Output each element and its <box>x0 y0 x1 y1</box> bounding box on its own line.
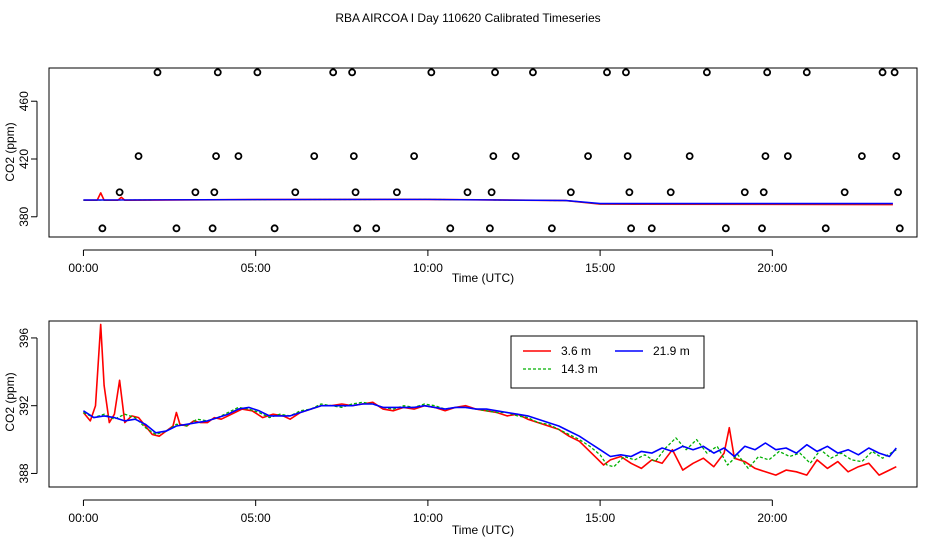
top-calibration-point <box>890 68 899 77</box>
bottom-y-tick-label: 388 <box>17 463 31 483</box>
top-calibration-point <box>802 68 811 77</box>
top-calibration-point <box>210 188 219 197</box>
top-calibration-point <box>529 68 537 77</box>
top-calibration-point <box>647 224 656 233</box>
top-x-tick-label: 20:00 <box>757 261 787 275</box>
top-calibration-point <box>349 152 358 161</box>
bottom-plot-area: 00:00 05:00 10:00 15:00 20:00 388 392 396 <box>17 320 918 525</box>
top-calibration-point <box>351 188 360 197</box>
bottom-x-tick-label: 05:00 <box>241 511 271 525</box>
top-calibration-point <box>878 68 887 77</box>
bottom-series-line-0 <box>82 323 897 476</box>
top-x-tick-label: 05:00 <box>241 261 271 275</box>
top-calibration-point <box>603 68 611 77</box>
top-calibration-point <box>485 224 494 233</box>
top-calibration-point <box>857 152 866 161</box>
top-x-axis-label: Time (UTC) <box>452 271 514 285</box>
top-calibration-point <box>208 224 217 233</box>
top-calibration-point <box>353 224 362 233</box>
top-plot-frame <box>48 67 918 238</box>
top-calibration-point <box>758 224 766 233</box>
bottom-x-tick-label: 00:00 <box>68 511 98 525</box>
top-calibration-point <box>821 224 830 233</box>
top-calibration-point <box>721 224 730 233</box>
top-calibration-point <box>310 152 319 161</box>
top-calibration-point <box>740 188 749 197</box>
top-calibration-point <box>427 68 436 77</box>
top-calibration-point <box>491 68 499 77</box>
top-calibration-point <box>234 152 243 161</box>
top-calibration-point <box>511 152 520 161</box>
bottom-x-tick-label: 15:00 <box>585 511 615 525</box>
bottom-y-axis-label: CO2 (ppm) <box>3 372 17 431</box>
top-calibration-point <box>627 224 636 233</box>
top-calibration-point <box>763 68 772 77</box>
top-plot-area: 00:00 05:00 10:00 15:00 20:00 380 420 460 <box>17 67 918 275</box>
top-y-tick-label: 460 <box>17 91 31 111</box>
top-calibration-point <box>895 224 904 233</box>
top-calibration-point <box>566 188 575 197</box>
top-calibration-point <box>291 188 300 197</box>
top-x-tick-label: 00:00 <box>68 261 98 275</box>
chart-title: RBA AIRCOA I Day 110620 Calibrated Times… <box>335 11 600 25</box>
top-calibration-point <box>172 224 181 233</box>
bottom-series-line-1 <box>83 401 897 470</box>
top-calibration-point <box>446 224 455 233</box>
bottom-series-line-2 <box>82 403 897 458</box>
top-calibration-point <box>666 188 675 197</box>
top-calibration-point <box>487 188 496 197</box>
top-calibration-point <box>153 68 162 77</box>
top-calibration-point <box>702 68 711 77</box>
top-x-tick-label: 10:00 <box>413 261 443 275</box>
top-series-line-2 <box>83 198 893 205</box>
top-calibration-point <box>625 188 634 197</box>
top-calibration-point <box>191 188 200 197</box>
top-calibration-point <box>892 152 901 161</box>
top-calibration-point <box>463 188 472 197</box>
top-calibration-point <box>253 68 262 77</box>
bottom-panel: 00:00 05:00 10:00 15:00 20:00 388 392 396 Time … <box>3 320 918 537</box>
top-calibration-point <box>547 224 556 233</box>
bottom-y-tick-label: 392 <box>17 395 31 415</box>
top-calibration-point <box>410 152 419 161</box>
bottom-x-tick-label: 10:00 <box>413 511 443 525</box>
bottom-plot-frame <box>48 320 918 488</box>
top-calibration-point <box>685 152 694 161</box>
legend-box <box>510 335 705 389</box>
legend: 3.6 m 14.3 m 21.9 m <box>510 335 705 389</box>
top-calibration-point <box>783 152 792 161</box>
bottom-y-tick-label: 396 <box>17 328 31 348</box>
legend-label: 3.6 m <box>561 344 591 358</box>
top-calibration-point <box>489 152 498 161</box>
top-calibration-point <box>623 152 632 161</box>
top-y-tick-label: 420 <box>17 149 31 169</box>
top-calibration-point <box>213 68 222 77</box>
top-calibration-point <box>98 224 107 233</box>
top-panel: 00:00 05:00 10:00 15:00 20:00 380 420 460 Time … <box>3 67 918 285</box>
top-calibration-point <box>372 224 381 233</box>
top-calibration-point <box>329 68 338 77</box>
top-calibration-point <box>270 224 279 233</box>
top-calibration-point <box>212 152 220 161</box>
bottom-x-tick-label: 20:00 <box>757 511 787 525</box>
legend-label: 14.3 m <box>561 362 598 376</box>
top-calibration-point <box>392 188 401 197</box>
top-calibration-point <box>761 152 770 161</box>
top-calibration-point <box>115 188 124 197</box>
top-calibration-point <box>134 152 143 161</box>
legend-label: 21.9 m <box>653 344 690 358</box>
top-x-tick-label: 15:00 <box>585 261 615 275</box>
bottom-x-axis-label: Time (UTC) <box>452 523 514 537</box>
top-calibration-point <box>348 68 357 77</box>
top-calibration-point <box>584 152 592 161</box>
top-y-axis-label: CO2 (ppm) <box>3 122 17 181</box>
top-calibration-point <box>759 188 768 197</box>
top-calibration-point <box>622 68 630 77</box>
top-calibration-point <box>840 188 849 197</box>
top-y-tick-label: 380 <box>17 206 31 226</box>
top-calibration-point <box>894 188 902 197</box>
